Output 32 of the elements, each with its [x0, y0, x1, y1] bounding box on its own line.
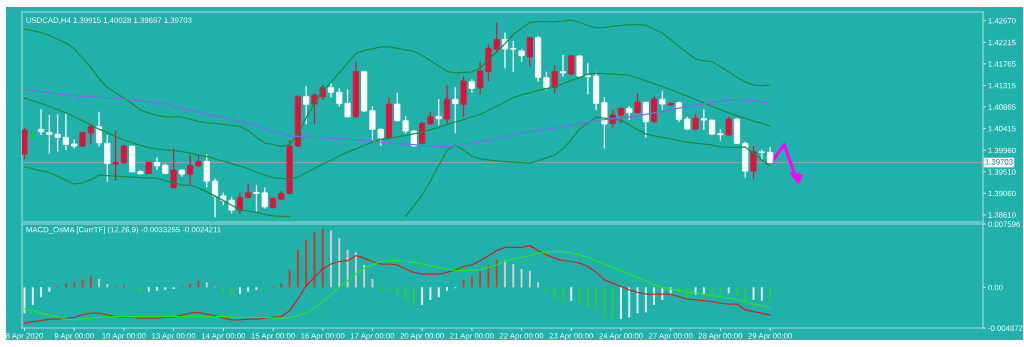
- candlestick: [526, 36, 533, 68]
- candlestick: [551, 65, 558, 94]
- line-series: [23, 88, 771, 148]
- candlestick: [153, 156, 161, 171]
- candlestick: [559, 54, 567, 78]
- candlestick: [601, 96, 608, 150]
- candlestick: [211, 177, 219, 219]
- candlestick: [460, 76, 467, 118]
- candlestick: [452, 86, 459, 134]
- candlestick: [443, 84, 451, 126]
- candlestick: [112, 130, 119, 182]
- candlestick: [510, 40, 517, 73]
- candlestick: [477, 61, 484, 95]
- candlestick: [203, 153, 210, 189]
- candlestick: [95, 111, 103, 148]
- line-series: [23, 19, 771, 148]
- candlestick: [236, 192, 243, 215]
- candlestick: [543, 71, 550, 91]
- candlestick: [642, 101, 649, 139]
- candlestick: [62, 112, 69, 151]
- candlestick: [120, 144, 127, 165]
- candlestick: [37, 108, 45, 136]
- candlestick: [651, 96, 658, 124]
- candlestick: [435, 98, 442, 126]
- line-series: [23, 72, 771, 181]
- candlestick: [700, 108, 707, 131]
- candlestick: [659, 90, 666, 111]
- candlestick: [303, 85, 310, 125]
- candlestick: [187, 154, 194, 187]
- candlestick: [104, 134, 111, 183]
- candlestick: [584, 62, 591, 95]
- candlestick: [750, 145, 757, 181]
